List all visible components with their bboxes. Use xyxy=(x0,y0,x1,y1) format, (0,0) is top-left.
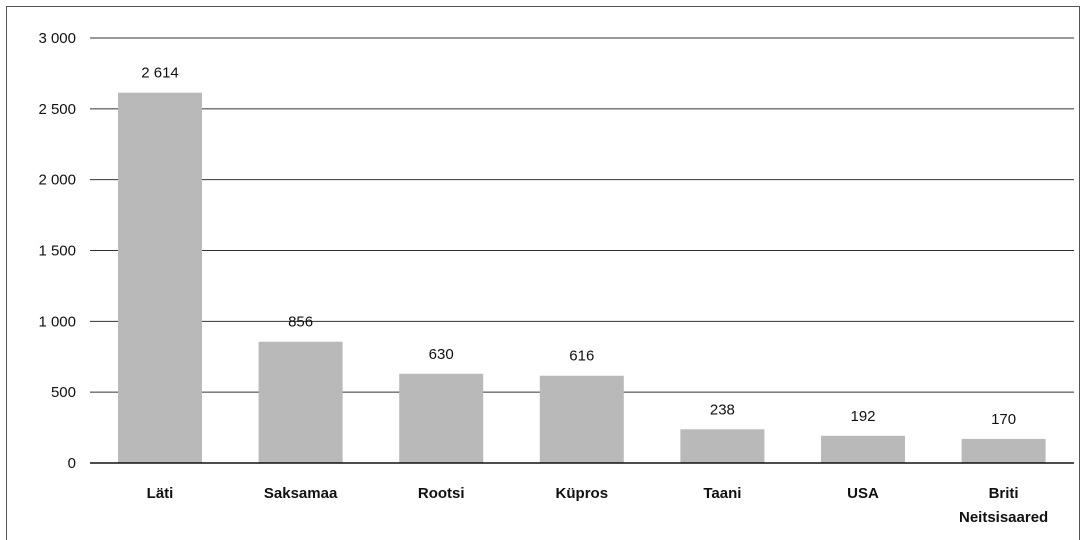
data-label: 616 xyxy=(569,348,594,365)
x-tick-label: USA xyxy=(847,485,879,502)
x-tick-label: Briti Neitsisaared xyxy=(959,485,1048,526)
bar xyxy=(399,373,484,463)
chart-frame xyxy=(6,6,1080,540)
y-tick-label: 2 000 xyxy=(38,172,76,189)
bar xyxy=(118,92,202,463)
y-tick-label: 500 xyxy=(51,384,76,401)
data-label: 170 xyxy=(991,411,1016,428)
x-tick-label: Rootsi xyxy=(418,485,465,502)
x-tick-label: Taani xyxy=(703,485,741,502)
data-label: 2 614 xyxy=(141,65,179,82)
y-tick-label: 0 xyxy=(68,455,76,472)
y-tick-label: 1 500 xyxy=(38,243,76,260)
data-label: 192 xyxy=(850,408,875,425)
bar xyxy=(258,341,343,463)
bar xyxy=(961,438,1046,463)
bar xyxy=(539,375,624,463)
y-tick-label: 2 500 xyxy=(38,101,76,118)
data-label: 238 xyxy=(710,401,735,418)
data-label: 630 xyxy=(429,346,454,363)
x-tick-label: Saksamaa xyxy=(264,485,338,502)
y-tick-label: 3 000 xyxy=(38,30,76,47)
y-tick-label: 1 000 xyxy=(38,313,76,330)
bar xyxy=(821,435,905,463)
x-tick-label: Läti xyxy=(147,485,174,502)
bar xyxy=(680,429,765,463)
x-tick-label: Küpros xyxy=(556,485,609,502)
data-label: 856 xyxy=(288,314,313,331)
